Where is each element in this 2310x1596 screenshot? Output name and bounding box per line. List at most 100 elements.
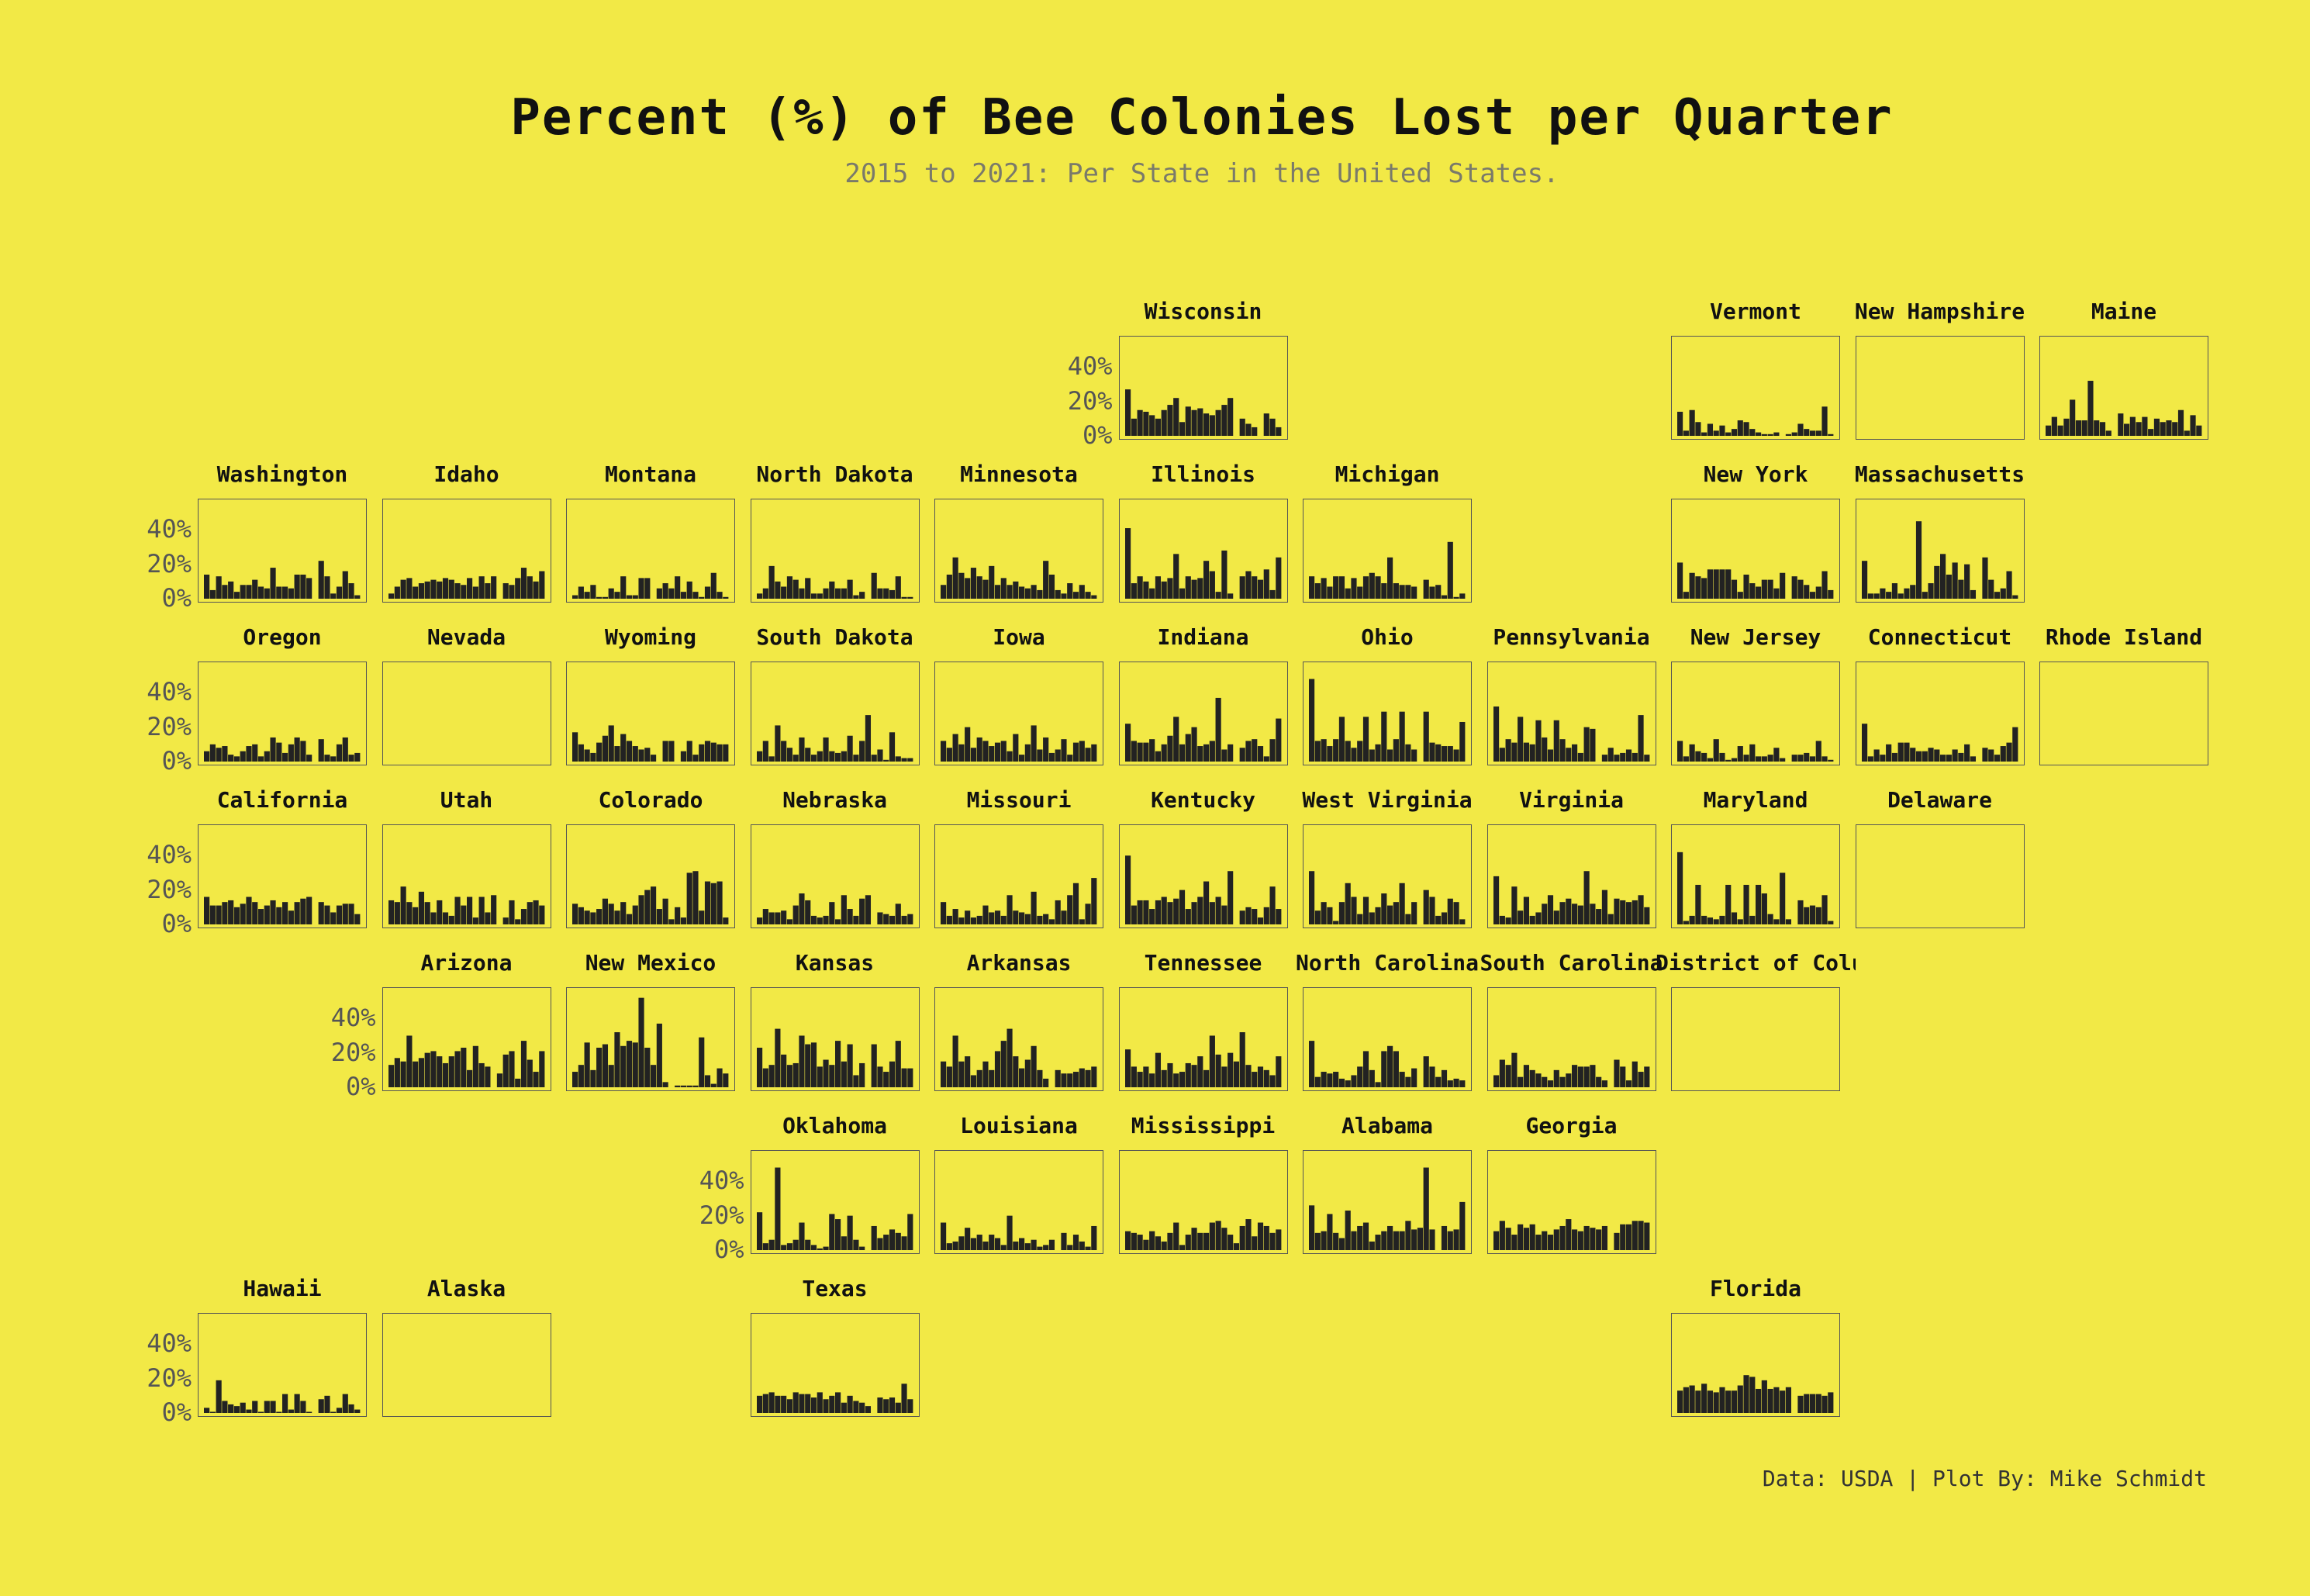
bar-washington-25 [354, 595, 361, 599]
bar-south-carolina-12 [1565, 1073, 1571, 1087]
bar-new-york-11 [1743, 574, 1749, 599]
state-panel-rhode-island [2039, 662, 2208, 765]
bar-north-carolina-12 [1381, 1051, 1387, 1087]
bar-south-dakota-23 [895, 756, 901, 762]
state-tile-utah: Utah [382, 787, 551, 928]
state-panel-maryland [1671, 824, 1840, 928]
bar-minnesota-19 [1055, 589, 1061, 599]
bar-missouri-20 [1061, 910, 1067, 924]
bar-tennessee-12 [1196, 1056, 1203, 1087]
state-tile-oregon: Oregon [198, 624, 367, 765]
bar-missouri-5 [970, 917, 977, 924]
bar-michigan-5 [1338, 576, 1345, 599]
bar-indiana-21 [1251, 739, 1257, 762]
bar-oklahoma-8 [804, 1239, 810, 1250]
state-bars-utah [388, 886, 544, 924]
bar-hawaii-8 [252, 1401, 258, 1413]
state-bars-arkansas [941, 1028, 1097, 1087]
bar-tennessee-25 [1275, 1056, 1281, 1087]
bar-tennessee-3 [1142, 1066, 1148, 1087]
bar-montana-0 [572, 595, 578, 599]
bar-maine-20 [2166, 420, 2172, 436]
bar-iowa-12 [1013, 734, 1019, 762]
bar-ohio-16 [1405, 744, 1411, 762]
bar-new-jersey-2 [1689, 744, 1695, 762]
state-bars-mississippi [1124, 1219, 1281, 1250]
bar-utah-3 [406, 902, 412, 924]
bar-maine-15 [2136, 422, 2142, 436]
bar-arkansas-20 [1061, 1073, 1067, 1087]
bar-connecticut-11 [1927, 748, 1934, 762]
bar-kansas-11 [822, 1059, 829, 1087]
bar-massachusetts-25 [2011, 595, 2018, 599]
state-label-alabama: Alabama [1341, 1113, 1433, 1138]
bar-massachusetts-20 [1981, 557, 1988, 599]
bar-maryland-2 [1689, 915, 1695, 924]
bar-michigan-25 [1459, 593, 1466, 599]
bar-california-23 [342, 903, 348, 924]
bar-south-dakota-13 [834, 752, 841, 762]
bar-virginia-9 [1547, 895, 1553, 924]
bar-west-virginia-5 [1338, 902, 1345, 924]
state-label-delaware: Delaware [1887, 787, 1992, 813]
bar-louisiana-3 [958, 1236, 965, 1250]
bar-kentucky-21 [1251, 909, 1257, 924]
y-tick-row-1-0: 40% [147, 514, 192, 544]
bar-pennsylvania-22 [1625, 749, 1632, 762]
bar-arizona-13 [466, 1069, 472, 1087]
state-panel-south-dakota [750, 662, 920, 765]
bar-georgia-13 [1571, 1229, 1577, 1250]
bar-wisconsin-3 [1142, 411, 1148, 436]
bar-arkansas-2 [952, 1035, 958, 1087]
bar-arkansas-21 [1067, 1073, 1073, 1087]
state-bars-indiana [1124, 697, 1281, 762]
bar-hawaii-17 [306, 1411, 312, 1413]
bar-new-mexico-1 [578, 1065, 584, 1087]
bar-mississippi-13 [1203, 1232, 1209, 1250]
bar-kentucky-12 [1196, 896, 1203, 924]
bar-wyoming-18 [680, 751, 687, 762]
bar-oklahoma-25 [906, 1214, 913, 1250]
bar-maryland-8 [1725, 884, 1732, 924]
bar-texas-24 [900, 1384, 907, 1413]
bar-illinois-2 [1137, 576, 1143, 599]
bar-arizona-1 [394, 1058, 400, 1087]
bar-pennsylvania-25 [1643, 755, 1649, 762]
bar-ohio-3 [1327, 746, 1333, 762]
bar-north-carolina-24 [1453, 1078, 1459, 1087]
state-label-north-dakota: North Dakota [756, 461, 913, 487]
bar-vermont-19 [1791, 432, 1797, 436]
bar-washington-4 [228, 581, 234, 599]
bar-connecticut-15 [1952, 749, 1958, 762]
bar-california-2 [216, 905, 222, 924]
bar-north-dakota-23 [895, 576, 901, 599]
bar-idaho-1 [394, 586, 400, 599]
bar-wyoming-2 [584, 749, 590, 762]
bar-colorado-19 [686, 872, 692, 924]
bar-georgia-3 [1511, 1235, 1517, 1250]
bar-indiana-7 [1166, 735, 1173, 762]
y-tick-row-2-1: 20% [147, 711, 192, 741]
bar-new-jersey-0 [1677, 741, 1683, 762]
bar-new-york-21 [1804, 585, 1810, 599]
bar-arkansas-1 [946, 1066, 952, 1087]
bar-alabama-23 [1447, 1231, 1453, 1250]
bar-oklahoma-3 [774, 1167, 780, 1250]
bar-wisconsin-2 [1137, 409, 1143, 436]
bar-wyoming-12 [644, 748, 651, 762]
bar-arizona-25 [538, 1051, 544, 1087]
bar-arizona-7 [430, 1051, 437, 1087]
bar-kentucky-14 [1209, 902, 1215, 924]
bar-south-carolina-10 [1553, 1069, 1559, 1087]
bar-maine-7 [2087, 381, 2094, 436]
bar-new-mexico-12 [644, 1047, 651, 1087]
state-panel-new-hampshire [1855, 336, 2025, 440]
bar-wisconsin-12 [1196, 408, 1203, 436]
bar-mississippi-15 [1215, 1221, 1221, 1250]
bar-texas-25 [906, 1399, 913, 1413]
bar-pennsylvania-23 [1632, 752, 1638, 762]
bar-arkansas-16 [1037, 1069, 1043, 1087]
bar-oregon-24 [348, 755, 354, 762]
bar-missouri-14 [1024, 914, 1031, 924]
bar-alabama-20 [1429, 1229, 1435, 1250]
